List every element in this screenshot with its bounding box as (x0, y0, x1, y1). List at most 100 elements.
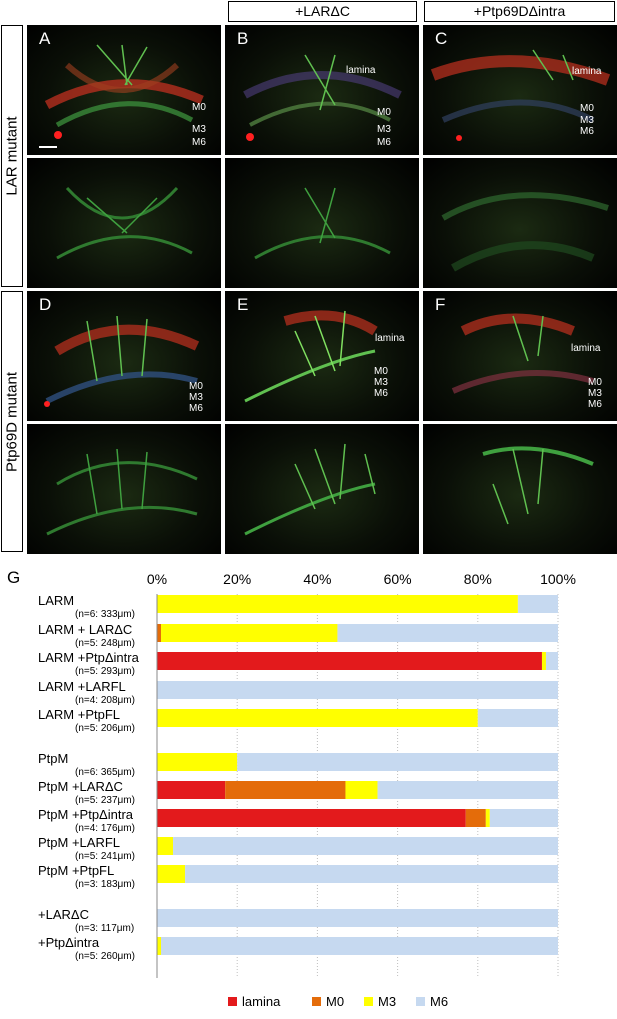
category-sublabel: (n=5: 293μm) (75, 666, 135, 677)
category-label: +LARΔC (38, 907, 89, 922)
row-header-ptp69d-mutant: Ptp69D mutant (1, 291, 23, 552)
category-sublabel: (n=5: 260μm) (75, 951, 135, 962)
bar-segment-m3 (485, 809, 490, 827)
layer-label-m6: M6 (580, 126, 594, 137)
layer-label-m6: M6 (588, 399, 602, 410)
layer-label-m0: M0 (588, 377, 602, 388)
legend-swatch-m6 (416, 997, 425, 1006)
layer-label-m6: M6 (189, 403, 203, 414)
panel-letter-f: F (435, 295, 446, 314)
column-header-lar-dc: +LARΔC (228, 1, 417, 22)
panel-letter-e: E (237, 295, 249, 314)
row-header-lar-mutant: LAR mutant (1, 25, 23, 287)
category-sublabel: (n=4: 208μm) (75, 695, 135, 706)
panel-f-green (423, 424, 617, 554)
bar-segment-m0 (225, 781, 346, 799)
layer-label-m3: M3 (580, 115, 594, 126)
layer-label-m6: M6 (374, 388, 388, 399)
layer-label-m0: M0 (189, 381, 203, 392)
category-sublabel: (n=5: 241μm) (75, 851, 135, 862)
layer-label-m0: M0 (374, 366, 388, 377)
layer-label-m6: M6 (377, 137, 391, 148)
micrograph-a-green (56, 186, 193, 260)
bar-segment-m6 (237, 753, 558, 771)
panel-e-green (225, 424, 419, 554)
bar-segment-m6 (161, 937, 558, 955)
bar-segment-m6 (157, 909, 558, 927)
bar-segment-m0 (157, 624, 162, 642)
bar-segment-m6 (185, 865, 558, 883)
layer-label-m0: M0 (377, 107, 391, 118)
panel-a-merged: A M0 M3 M6 (27, 25, 221, 155)
x-tick-label: 100% (540, 571, 576, 587)
bar-segment-m6 (173, 837, 559, 855)
bar-segment-m6 (377, 781, 558, 799)
lamina-label: lamina (375, 333, 405, 344)
micrograph-c-green (441, 192, 609, 272)
panel-letter-c: C (435, 29, 448, 48)
legend-label-m6: M6 (430, 994, 448, 1009)
bar-segment-m3 (157, 709, 478, 727)
bar-segment-m3 (541, 652, 546, 670)
panel-c-merged: C lamina M0 M3 M6 (423, 25, 617, 155)
layer-label-m0: M0 (192, 102, 206, 113)
column-header-ptp-dintra: +Ptp69DΔintra (424, 1, 615, 22)
panel-c-green (423, 158, 617, 288)
bar-segment-m6 (517, 595, 558, 613)
layer-label-m6: M6 (192, 137, 206, 148)
bar-segment-m3 (161, 624, 338, 642)
bar-segment-m6 (545, 652, 558, 670)
micrograph-c (430, 49, 611, 141)
bar-segment-m6 (477, 709, 558, 727)
lamina-label: lamina (571, 343, 601, 354)
lamina-label: lamina (346, 65, 376, 76)
category-sublabel: (n=3: 183μm) (75, 879, 135, 890)
bar-segment-m6 (489, 809, 558, 827)
layer-label-m3: M3 (374, 377, 388, 388)
category-sublabel: (n=6: 333μm) (75, 609, 135, 620)
bar-segment-lamina (157, 781, 226, 799)
category-label: LARM +PtpΔintra (38, 650, 140, 665)
micrograph-b (243, 54, 402, 141)
bar-segment-lamina (157, 809, 466, 827)
panel-e-merged: E lamina M0 M3 M6 (225, 291, 419, 421)
category-sublabel: (n=5: 248μm) (75, 638, 135, 649)
panel-d-merged: D M0 M3 M6 (27, 291, 221, 421)
bar-segment-m6 (157, 681, 558, 699)
legend-swatch-m0 (312, 997, 321, 1006)
legend-swatch-lamina (228, 997, 237, 1006)
category-sublabel: (n=3: 117μm) (75, 923, 134, 934)
micrograph-d (44, 315, 200, 407)
bar-segment-m3 (157, 865, 186, 883)
panel-b-green (225, 158, 419, 288)
micrograph-f (451, 313, 594, 394)
micrograph-e-green (244, 443, 376, 536)
stacked-bar-chart: 0% 20% 40% 60% 80% 100% LARM(n=6: 333μm) LARM +… (38, 571, 576, 1009)
layer-label-m3: M3 (377, 124, 391, 135)
category-label: PtpM +LARΔC (38, 779, 123, 794)
x-tick-label: 80% (464, 571, 492, 587)
micrograph-b-green (254, 187, 391, 260)
micrograph-e (244, 310, 378, 403)
bar-segment-m6 (337, 624, 558, 642)
category-label: PtpM (38, 751, 68, 766)
category-sublabel: (n=6: 365μm) (75, 767, 135, 778)
x-tick-label: 20% (223, 571, 251, 587)
legend-label-m3: M3 (378, 994, 396, 1009)
legend-label-lamina: lamina (242, 994, 281, 1009)
x-tick-label: 0% (147, 571, 167, 587)
category-label: LARM +LARFL (38, 679, 126, 694)
section-label-g: G (7, 568, 21, 587)
category-sublabel: (n=4: 176μm) (75, 823, 135, 834)
bar-segment-m3 (157, 937, 162, 955)
layer-label-m3: M3 (192, 124, 206, 135)
bar-segment-lamina (157, 652, 542, 670)
panel-letter-b: B (237, 29, 249, 48)
category-label: LARM (38, 593, 74, 608)
category-label: PtpM +PtpΔintra (38, 807, 134, 822)
category-label: +PtpΔintra (38, 935, 100, 950)
x-tick-label: 60% (384, 571, 412, 587)
category-label: PtpM +PtpFL (38, 863, 114, 878)
category-label: LARM + LARΔC (38, 622, 132, 637)
bar-segment-m3 (157, 837, 174, 855)
